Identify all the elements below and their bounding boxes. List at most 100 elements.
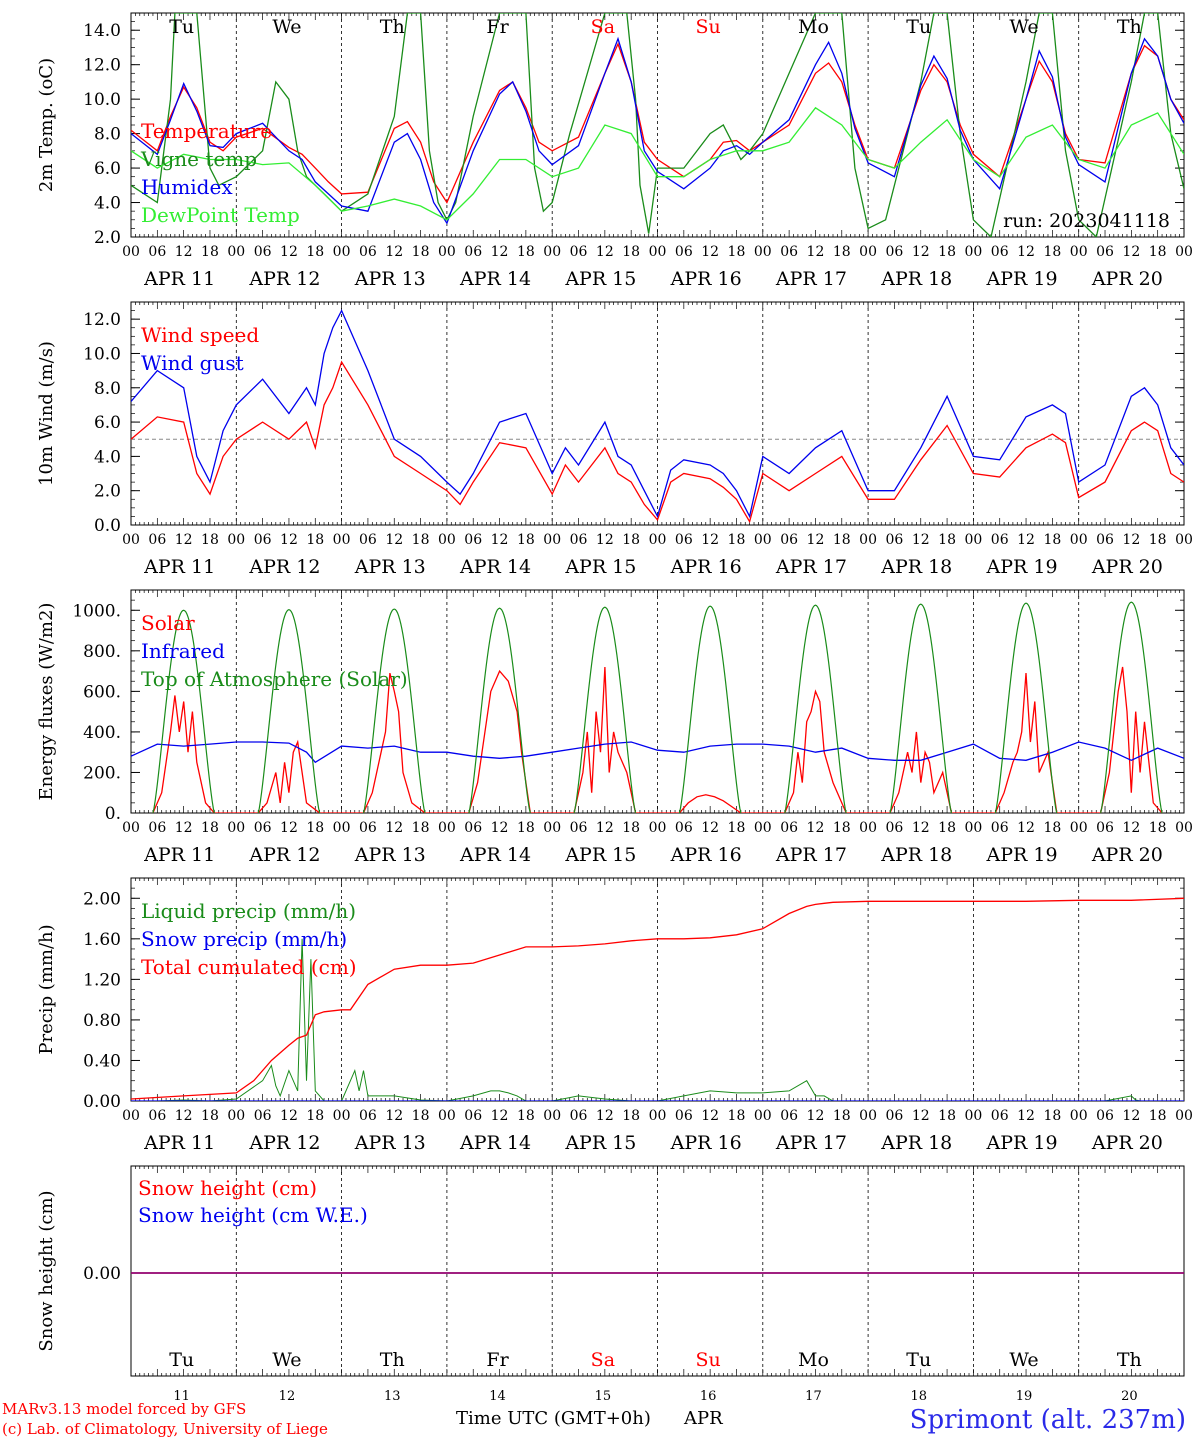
hour-label: 12 (596, 1108, 614, 1124)
hour-label: 00 (333, 244, 351, 260)
hour-label: 06 (1096, 532, 1114, 548)
hour-label: 12 (701, 820, 719, 836)
hour-label: 06 (464, 244, 482, 260)
hour-label: 06 (780, 532, 798, 548)
y-tick-label: 0. (105, 804, 121, 824)
run-annotation: run: 2023041118 (1003, 210, 1170, 232)
date-label: APR 18 (880, 844, 952, 866)
date-label: APR 14 (459, 1132, 531, 1154)
hour-label: 00 (122, 1108, 140, 1124)
y-tick-label: 0.80 (83, 1011, 121, 1031)
series-line-liquid-precip-mm-h- (131, 938, 1184, 1101)
hour-label: 18 (938, 820, 956, 836)
hour-label: 00 (543, 532, 561, 548)
weekday-label: Tu (906, 16, 931, 38)
hour-label: 00 (227, 1108, 245, 1124)
hour-label: 12 (701, 1108, 719, 1124)
hour-label: 12 (175, 244, 193, 260)
legend-entry: Wind speed (141, 323, 259, 347)
hour-label: 06 (464, 1108, 482, 1124)
panel-4: 0.00 0.40 0.80 1.20 1.60 2.00 Precip (mm/h) 00 0… (36, 877, 1193, 1154)
hour-label: 06 (254, 244, 272, 260)
series-line-toa-solar (994, 602, 1058, 813)
weekday-label: Sa (591, 16, 615, 38)
weekday-label: Th (380, 1349, 405, 1371)
date-label: APR 15 (564, 268, 636, 290)
hour-label: 00 (649, 820, 667, 836)
footer: MARv3.13 model forced by GFS (c) Lab. of… (2, 1400, 1186, 1438)
hour-label: 06 (886, 820, 904, 836)
day-number: 19 (1016, 1389, 1033, 1404)
date-label: APR 16 (670, 844, 742, 866)
hour-label: 12 (596, 244, 614, 260)
hour-label: 12 (912, 820, 930, 836)
weekday-label: Su (696, 16, 721, 38)
y-tick-label: 600. (83, 682, 121, 702)
y-tick-label: 10.0 (83, 90, 121, 110)
hour-label: 18 (622, 1108, 640, 1124)
hour-label: 00 (1175, 1108, 1193, 1124)
series-group (131, 13, 1184, 237)
weekday-label: Su (696, 1349, 721, 1371)
y-axis-title: 2m Temp. (oC) (36, 58, 57, 192)
y-tick-label: 12.0 (83, 56, 121, 76)
hour-label: 12 (175, 820, 193, 836)
y-tick-label: 400. (83, 723, 121, 743)
series-line-toa-solar (152, 609, 215, 813)
hour-label: 12 (385, 244, 403, 260)
hour-label: 00 (964, 532, 982, 548)
legend-entry: Temperature (141, 119, 272, 143)
date-label: APR 17 (775, 556, 847, 578)
hour-label: 18 (201, 244, 219, 260)
hour-label: 00 (227, 244, 245, 260)
hour-label: 18 (1043, 244, 1061, 260)
series-group (131, 601, 1184, 813)
series-line-humidex (131, 36, 1184, 225)
panel-1: 2.0 4.0 6.0 8.0 10.0 12.0 14.0 2m Temp. (oC) 00 0… (36, 12, 1193, 290)
hour-label: 18 (728, 1108, 746, 1124)
hour-label: 00 (1175, 820, 1193, 836)
hour-label: 00 (543, 1108, 561, 1124)
hour-label: 06 (254, 532, 272, 548)
legend-entry: Vigne temp (140, 147, 257, 171)
hour-label: 06 (254, 820, 272, 836)
date-label: APR 14 (459, 556, 531, 578)
date-label: APR 13 (354, 844, 426, 866)
hour-label: 00 (754, 1108, 772, 1124)
day-number: 14 (489, 1389, 506, 1404)
series-line-toa-solar (784, 604, 847, 813)
hour-label: 06 (254, 1108, 272, 1124)
series-line-wind-speed (131, 360, 1184, 524)
hour-label: 06 (675, 244, 693, 260)
weekday-label: We (1009, 1349, 1038, 1371)
date-label: APR 14 (459, 844, 531, 866)
series-line-infrared (131, 741, 1184, 764)
hour-label: 00 (438, 532, 456, 548)
date-label: APR 11 (143, 1132, 215, 1154)
hour-label: 12 (385, 820, 403, 836)
hour-label: 00 (227, 820, 245, 836)
hour-label: 00 (859, 244, 877, 260)
weekday-label: We (272, 16, 301, 38)
hour-label: 00 (333, 1108, 351, 1124)
hour-label: 18 (1149, 1108, 1167, 1124)
series-line-total-cumulated-cm- (131, 897, 1184, 1100)
y-tick-label: 0.40 (83, 1051, 121, 1071)
hour-label: 12 (1122, 532, 1140, 548)
legend-entry: Snow precip (mm/h) (141, 927, 347, 951)
date-label: APR 19 (986, 844, 1058, 866)
day-number: 16 (700, 1389, 717, 1404)
y-axis-title: 10m Wind (m/s) (36, 341, 57, 486)
y-tick-label: 1.60 (83, 930, 121, 950)
hour-label: 06 (1096, 1108, 1114, 1124)
series-line-toa-solar (362, 608, 426, 813)
hour-label: 06 (991, 532, 1009, 548)
hour-label: 12 (1122, 1108, 1140, 1124)
y-axis-title: Precip (mm/h) (36, 924, 57, 1054)
hour-label: 00 (438, 1108, 456, 1124)
hour-label: 00 (1070, 532, 1088, 548)
hour-label: 06 (780, 820, 798, 836)
legend-entry: Wind gust (141, 351, 244, 375)
hour-label: 18 (1043, 532, 1061, 548)
